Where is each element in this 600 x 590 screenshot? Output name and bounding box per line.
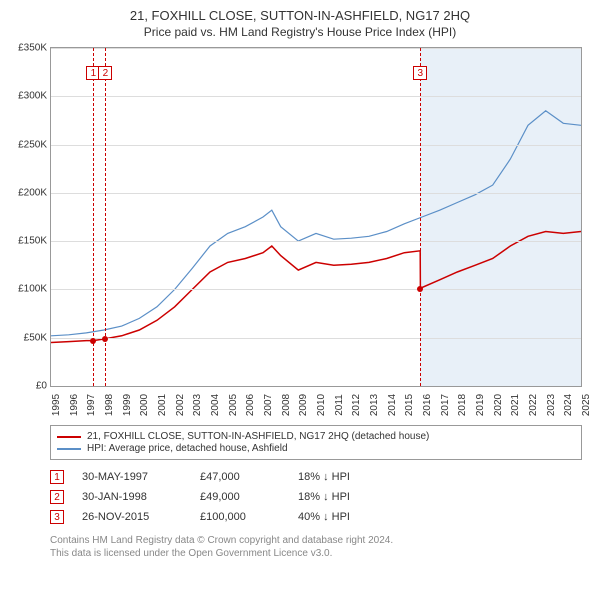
transaction-hpi: 18% ↓ HPI <box>298 491 350 503</box>
footnote-line1: Contains HM Land Registry data © Crown c… <box>50 534 582 547</box>
x-axis-label: 2000 <box>139 394 150 416</box>
x-axis-label: 2004 <box>210 394 221 416</box>
y-axis-label: £100K <box>11 284 47 295</box>
y-axis-label: £250K <box>11 139 47 150</box>
marker-badge: 2 <box>98 66 112 80</box>
marker-dot <box>90 338 96 344</box>
transaction-row: 1 30-MAY-1997 £47,000 18% ↓ HPI <box>50 470 582 484</box>
y-axis-label: £150K <box>11 236 47 247</box>
transaction-hpi: 18% ↓ HPI <box>298 471 350 483</box>
x-axis-label: 2016 <box>422 394 433 416</box>
transaction-date: 30-JAN-1998 <box>82 491 182 503</box>
x-axis-label: 2015 <box>404 394 415 416</box>
chart-title: 21, FOXHILL CLOSE, SUTTON-IN-ASHFIELD, N… <box>10 8 590 23</box>
y-axis-label: £350K <box>11 43 47 54</box>
chart-svg <box>51 48 581 386</box>
chart-subtitle: Price paid vs. HM Land Registry's House … <box>10 25 590 39</box>
x-axis-label: 2018 <box>457 394 468 416</box>
transaction-price: £47,000 <box>200 471 280 483</box>
marker-line <box>93 48 94 386</box>
transaction-row: 2 30-JAN-1998 £49,000 18% ↓ HPI <box>50 490 582 504</box>
legend-item: 21, FOXHILL CLOSE, SUTTON-IN-ASHFIELD, N… <box>57 431 575 442</box>
gridline <box>51 96 581 97</box>
y-axis-label: £300K <box>11 91 47 102</box>
legend-swatch <box>57 448 81 450</box>
x-axis-label: 2025 <box>581 394 592 416</box>
gridline <box>51 48 581 49</box>
x-axis-label: 2008 <box>281 394 292 416</box>
x-axis-label: 1997 <box>86 394 97 416</box>
y-axis-label: £0 <box>11 381 47 392</box>
marker-line <box>420 48 421 386</box>
x-axis-label: 2001 <box>157 394 168 416</box>
x-axis-label: 2017 <box>440 394 451 416</box>
x-axis-label: 1999 <box>122 394 133 416</box>
transaction-date: 30-MAY-1997 <box>82 471 182 483</box>
transaction-badge: 1 <box>50 470 64 484</box>
transaction-price: £100,000 <box>200 511 280 523</box>
transaction-price: £49,000 <box>200 491 280 503</box>
x-axis-label: 2010 <box>316 394 327 416</box>
x-axis-label: 2013 <box>369 394 380 416</box>
legend-swatch <box>57 436 81 438</box>
x-axis-label: 2011 <box>334 394 345 416</box>
gridline <box>51 193 581 194</box>
gridline <box>51 241 581 242</box>
x-axis-label: 1995 <box>51 394 62 416</box>
transactions-table: 1 30-MAY-1997 £47,000 18% ↓ HPI 2 30-JAN-1998… <box>50 470 582 524</box>
transaction-badge: 2 <box>50 490 64 504</box>
footnote: Contains HM Land Registry data © Crown c… <box>50 534 582 560</box>
transaction-badge: 3 <box>50 510 64 524</box>
footnote-line2: This data is licensed under the Open Gov… <box>50 547 582 560</box>
x-axis-label: 2014 <box>387 394 398 416</box>
legend-box: 21, FOXHILL CLOSE, SUTTON-IN-ASHFIELD, N… <box>50 425 582 460</box>
x-axis-label: 2022 <box>528 394 539 416</box>
x-axis-label: 1998 <box>104 394 115 416</box>
gridline <box>51 145 581 146</box>
x-axis-label: 2007 <box>263 394 274 416</box>
gridline <box>51 338 581 339</box>
transaction-hpi: 40% ↓ HPI <box>298 511 350 523</box>
x-axis-label: 2009 <box>298 394 309 416</box>
x-axis-label: 2005 <box>228 394 239 416</box>
x-axis-label: 2023 <box>546 394 557 416</box>
legend-label: HPI: Average price, detached house, Ashf… <box>87 443 288 454</box>
marker-dot <box>102 336 108 342</box>
legend-label: 21, FOXHILL CLOSE, SUTTON-IN-ASHFIELD, N… <box>87 431 429 442</box>
gridline <box>51 289 581 290</box>
x-axis-label: 2012 <box>351 394 362 416</box>
x-axis-label: 2024 <box>563 394 574 416</box>
x-axis-label: 2021 <box>510 394 521 416</box>
marker-badge: 3 <box>413 66 427 80</box>
x-axis-label: 2002 <box>175 394 186 416</box>
y-axis-label: £200K <box>11 187 47 198</box>
x-axis-label: 2003 <box>192 394 203 416</box>
transaction-date: 26-NOV-2015 <box>82 511 182 523</box>
chart-plot-area: £0£50K£100K£150K£200K£250K£300K£350K1995… <box>50 47 582 387</box>
x-axis-label: 2006 <box>245 394 256 416</box>
series-price_paid <box>51 232 581 343</box>
x-axis-label: 1996 <box>69 394 80 416</box>
marker-dot <box>417 286 423 292</box>
x-axis-label: 2020 <box>493 394 504 416</box>
legend-item: HPI: Average price, detached house, Ashf… <box>57 443 575 454</box>
transaction-row: 3 26-NOV-2015 £100,000 40% ↓ HPI <box>50 510 582 524</box>
x-axis-label: 2019 <box>475 394 486 416</box>
y-axis-label: £50K <box>11 332 47 343</box>
